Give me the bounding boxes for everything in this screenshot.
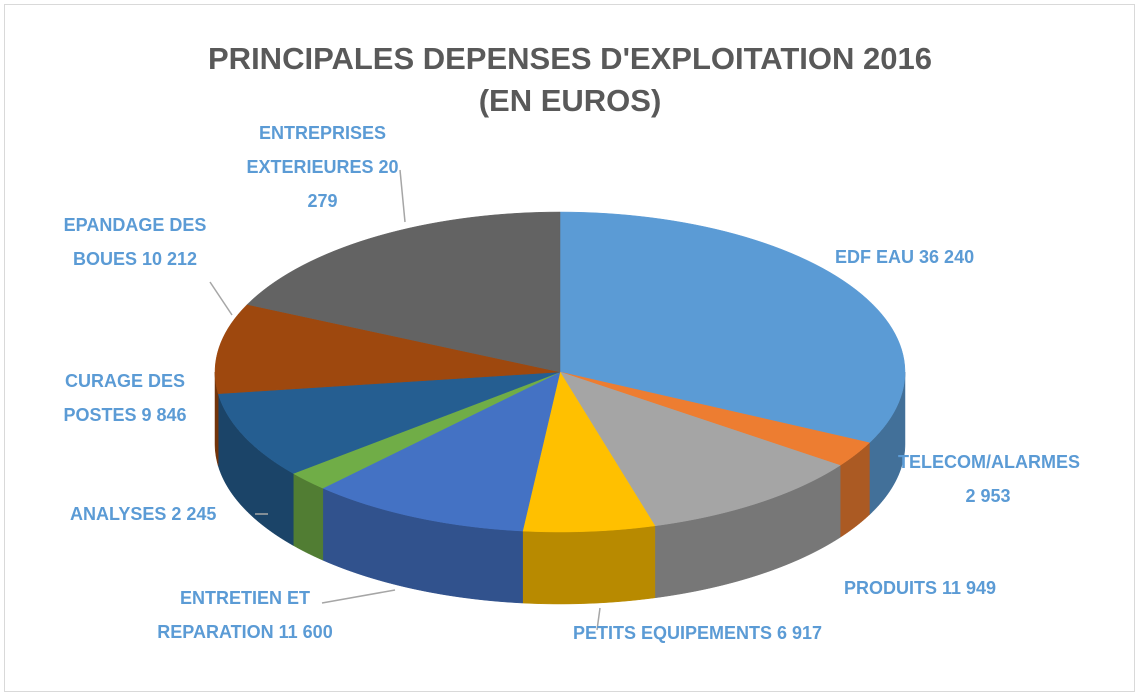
category-label: ANALYSES xyxy=(70,504,167,524)
category-label: ENTREPRISES EXTERIEURES xyxy=(246,123,387,177)
leader-line xyxy=(596,607,601,631)
data-label: EPANDAGE DES BOUES 10 212 xyxy=(60,208,210,276)
data-label: PRODUITS 11 949 xyxy=(795,571,1045,605)
slice xyxy=(522,371,656,533)
slice xyxy=(217,371,561,474)
slice-side xyxy=(522,525,656,605)
category-label: EDF EAU xyxy=(835,247,915,267)
leader-line xyxy=(209,281,233,316)
category-label: CURAGE DES POSTES xyxy=(63,371,185,425)
category-label: ENTRETIEN ET REPARATION xyxy=(157,588,310,642)
value-label: 11 949 xyxy=(941,578,997,598)
slice xyxy=(559,371,841,527)
slice xyxy=(246,211,561,373)
category-label: TELECOM/ALARMES xyxy=(898,452,1080,472)
slice xyxy=(559,371,870,466)
value-label: 11 600 xyxy=(278,622,333,642)
slice xyxy=(214,304,561,394)
leader-line xyxy=(321,589,396,604)
value-label: 20 279 xyxy=(307,157,399,211)
value-label: 6 917 xyxy=(777,623,823,643)
slice xyxy=(322,371,561,532)
data-label: ENTREPRISES EXTERIEURES 20 279 xyxy=(230,116,415,218)
data-label: EDF EAU 36 240 xyxy=(835,240,1095,274)
category-label: PETITS EQUIPEMENTS xyxy=(572,623,772,643)
data-label: ENTRETIEN ET REPARATION 11 600 xyxy=(150,581,340,649)
chart-title: PRINCIPALES DEPENSES D'EXPLOITATION 2016… xyxy=(208,41,932,118)
leader-line xyxy=(399,169,406,223)
category-label: PRODUITS xyxy=(843,578,937,598)
value-label: 9 846 xyxy=(141,405,187,425)
slice xyxy=(559,211,906,444)
slice-side xyxy=(293,473,324,561)
value-label: 2 953 xyxy=(965,486,1011,506)
value-label: 2 245 xyxy=(171,504,217,524)
category-label: EPANDAGE DES BOUES xyxy=(63,215,207,269)
chart-frame xyxy=(4,4,1135,692)
data-label: CURAGE DES POSTES 9 846 xyxy=(40,364,210,432)
data-label: ANALYSES 2 245 xyxy=(70,497,270,531)
data-label: TELECOM/ALARMES 2 953 xyxy=(898,445,1080,513)
data-label: PETITS EQUIPEMENTS 6 917 xyxy=(560,616,835,650)
value-label: 10 212 xyxy=(141,249,198,269)
value-label: 36 240 xyxy=(919,247,975,267)
